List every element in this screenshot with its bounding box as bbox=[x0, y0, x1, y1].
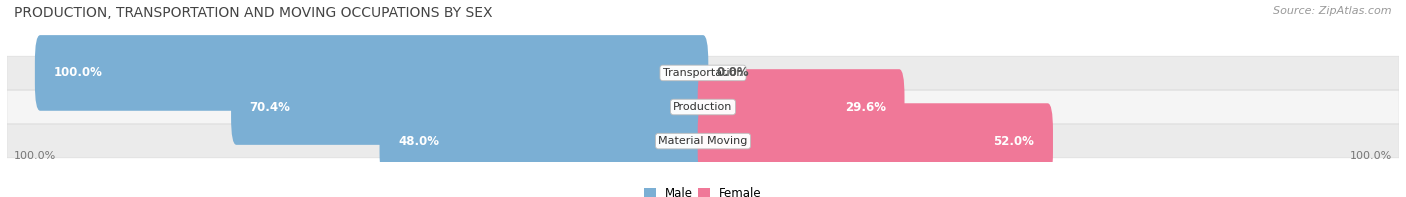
Text: Source: ZipAtlas.com: Source: ZipAtlas.com bbox=[1274, 6, 1392, 16]
FancyBboxPatch shape bbox=[7, 124, 1399, 158]
Legend: Male, Female: Male, Female bbox=[644, 187, 762, 197]
Text: 0.0%: 0.0% bbox=[716, 66, 749, 79]
Text: 52.0%: 52.0% bbox=[994, 135, 1035, 148]
Text: 100.0%: 100.0% bbox=[1350, 151, 1392, 161]
Text: 48.0%: 48.0% bbox=[398, 135, 439, 148]
FancyBboxPatch shape bbox=[380, 103, 709, 179]
Text: Transportation: Transportation bbox=[662, 68, 744, 78]
FancyBboxPatch shape bbox=[697, 69, 904, 145]
Text: 100.0%: 100.0% bbox=[53, 66, 103, 79]
Text: Material Moving: Material Moving bbox=[658, 136, 748, 146]
FancyBboxPatch shape bbox=[697, 103, 1053, 179]
Text: Production: Production bbox=[673, 102, 733, 112]
Text: PRODUCTION, TRANSPORTATION AND MOVING OCCUPATIONS BY SEX: PRODUCTION, TRANSPORTATION AND MOVING OC… bbox=[14, 6, 492, 20]
Text: 70.4%: 70.4% bbox=[250, 100, 291, 113]
FancyBboxPatch shape bbox=[35, 35, 709, 111]
FancyBboxPatch shape bbox=[7, 56, 1399, 90]
Text: 100.0%: 100.0% bbox=[14, 151, 56, 161]
FancyBboxPatch shape bbox=[231, 69, 709, 145]
Text: 29.6%: 29.6% bbox=[845, 100, 886, 113]
FancyBboxPatch shape bbox=[7, 90, 1399, 124]
